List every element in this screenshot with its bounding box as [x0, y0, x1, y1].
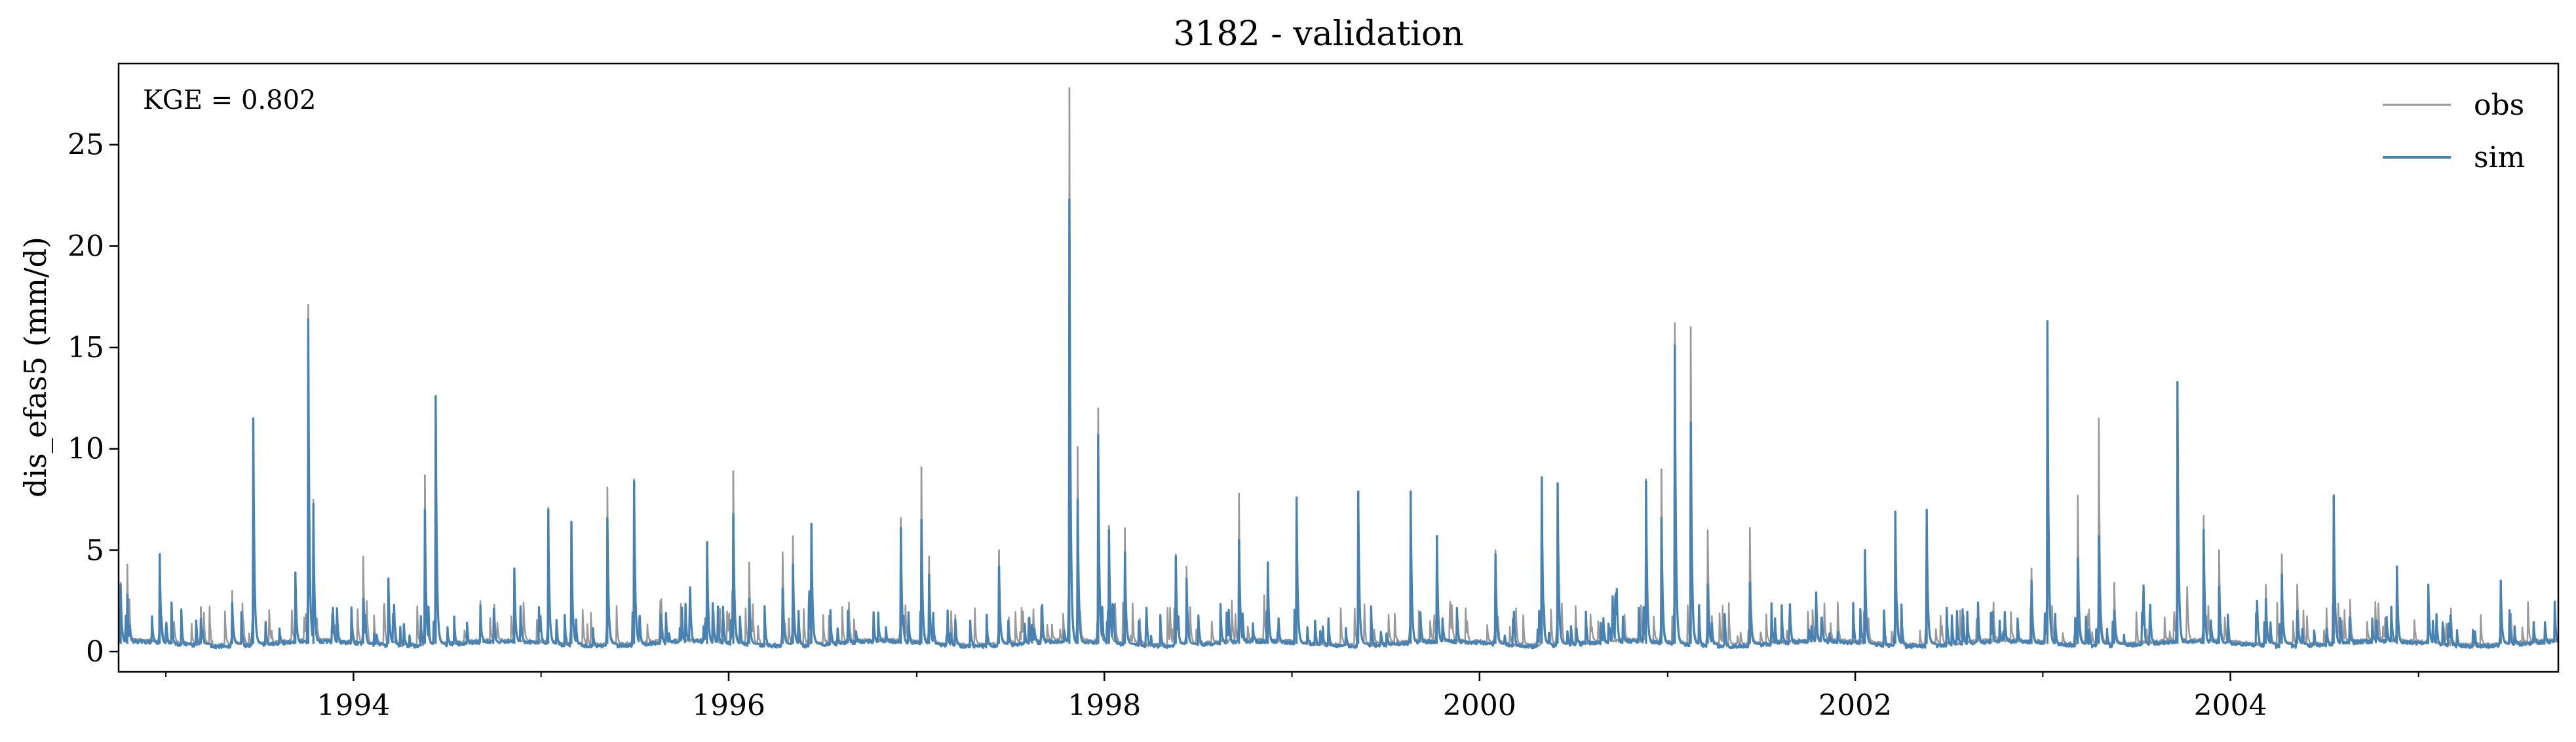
- x-tick-label: 2002: [1818, 689, 1892, 722]
- y-tick-label: 25: [67, 128, 104, 162]
- chart-title: 3182 - validation: [1173, 14, 1463, 54]
- y-axis-label: dis_efas5 (mm/d): [18, 237, 53, 498]
- y-tick-label: 20: [67, 229, 104, 263]
- y-tick-label: 15: [67, 331, 104, 364]
- x-tick-label: 1996: [692, 689, 765, 722]
- x-tick-label: 2000: [1443, 689, 1516, 722]
- x-tick-label: 1998: [1067, 689, 1141, 722]
- x-tick-label: 1994: [317, 689, 390, 722]
- y-tick-label: 5: [86, 534, 104, 567]
- y-tick-label: 10: [67, 433, 104, 466]
- kge-annotation: KGE = 0.802: [143, 85, 317, 115]
- x-tick-label: 2004: [2194, 689, 2267, 722]
- legend-label-sim: sim: [2474, 141, 2525, 174]
- y-tick-label: 0: [86, 635, 104, 669]
- legend-label-obs: obs: [2474, 88, 2524, 122]
